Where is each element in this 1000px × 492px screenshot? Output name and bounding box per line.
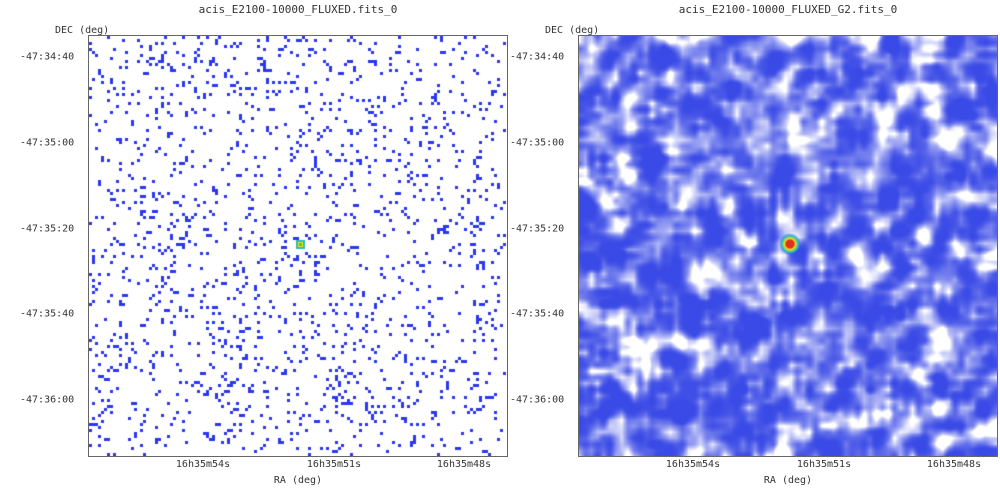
- dec-axis-label: DEC (deg): [545, 25, 600, 36]
- dec-axis-label: DEC (deg): [55, 25, 110, 36]
- xtick-label: 16h35m48s: [926, 459, 982, 470]
- ytick-label: -47:35:20: [510, 223, 565, 235]
- ra-axis-label: RA (deg): [273, 475, 323, 486]
- xtick-label: 16h35m54s: [665, 459, 721, 470]
- ytick-label: -47:35:40: [20, 308, 75, 320]
- ytick-label: -47:35:00: [510, 137, 565, 149]
- ytick-label: -47:35:20: [20, 223, 75, 235]
- image-canvas-fluxed-g2[interactable]: [578, 35, 998, 457]
- image-panel-fluxed: acis_E2100-10000_FLUXED.fits_0 DEC (deg)…: [20, 3, 508, 486]
- sky-image-left[interactable]: [89, 36, 507, 456]
- panel-title: acis_E2100-10000_FLUXED_G2.fits_0: [678, 3, 898, 16]
- ra-axis-label: RA (deg): [763, 475, 813, 486]
- xtick-label: 16h35m54s: [175, 459, 231, 470]
- ytick-label: -47:34:40: [510, 51, 565, 63]
- ytick-label: -47:36:00: [510, 394, 565, 406]
- xtick-label: 16h35m48s: [436, 459, 492, 470]
- panel-title: acis_E2100-10000_FLUXED.fits_0: [198, 3, 398, 16]
- ytick-label: -47:35:40: [510, 308, 565, 320]
- ytick-label: -47:34:40: [20, 51, 75, 63]
- ytick-label: -47:35:00: [20, 137, 75, 149]
- image-panel-fluxed-g2: acis_E2100-10000_FLUXED_G2.fits_0 DEC (d…: [490, 0, 1000, 492]
- ytick-label: -47:36:00: [20, 394, 75, 406]
- xtick-label: 16h35m51s: [796, 459, 852, 470]
- image-canvas-fluxed[interactable]: [88, 35, 508, 457]
- sky-image-right[interactable]: [579, 36, 997, 456]
- xtick-label: 16h35m51s: [306, 459, 362, 470]
